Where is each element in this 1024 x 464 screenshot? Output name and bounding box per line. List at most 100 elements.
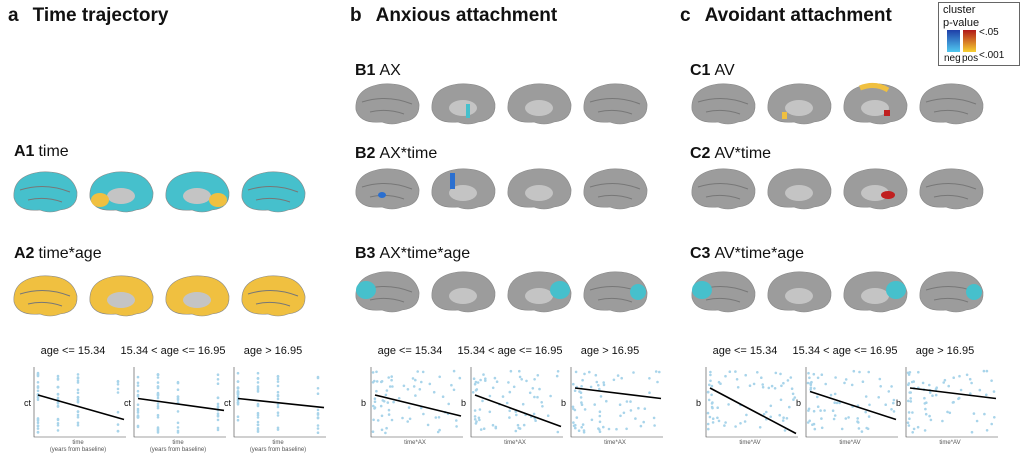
data-point xyxy=(868,403,871,407)
data-point xyxy=(455,419,458,422)
data-point xyxy=(426,423,430,427)
data-point xyxy=(392,400,395,404)
data-point xyxy=(473,418,477,421)
data-point xyxy=(857,427,861,430)
medial-brain-surface xyxy=(507,271,572,313)
brain-row xyxy=(10,168,308,216)
data-point xyxy=(236,387,240,390)
data-point xyxy=(708,383,711,387)
data-point xyxy=(375,389,378,393)
data-point xyxy=(912,427,916,431)
data-point xyxy=(438,428,441,432)
data-point xyxy=(734,370,737,373)
data-point xyxy=(216,382,220,385)
data-point xyxy=(387,413,391,416)
data-point xyxy=(36,398,40,401)
data-point xyxy=(156,428,160,432)
data-point xyxy=(375,380,379,383)
data-point xyxy=(379,404,383,408)
data-point xyxy=(491,423,495,427)
plot-title: age <= 15.34 xyxy=(40,345,106,357)
panel-letter: a xyxy=(8,5,19,26)
data-point xyxy=(572,421,575,424)
data-point xyxy=(76,399,80,403)
data-point xyxy=(791,392,795,396)
data-point xyxy=(216,373,220,376)
medial-brain-surface xyxy=(507,83,572,125)
data-point xyxy=(494,426,498,430)
data-point xyxy=(864,410,867,414)
data-point xyxy=(176,421,180,425)
data-point xyxy=(860,430,864,433)
data-point xyxy=(970,430,974,434)
data-point xyxy=(136,414,140,417)
data-point xyxy=(581,423,585,426)
data-point xyxy=(528,391,532,395)
data-point xyxy=(602,381,605,384)
data-point xyxy=(929,418,933,422)
lateral-brain-surface xyxy=(583,83,648,125)
data-point xyxy=(716,406,719,409)
row-label-A1: A1 time xyxy=(14,143,69,160)
row-label-C3: C3 AV*time*age xyxy=(690,245,804,262)
data-point xyxy=(792,398,795,401)
data-point xyxy=(769,404,773,408)
lateral-brain-surface xyxy=(355,271,420,313)
data-point xyxy=(975,419,979,423)
data-point xyxy=(371,430,375,433)
data-point xyxy=(56,417,60,421)
data-point xyxy=(711,406,714,410)
data-point xyxy=(648,377,651,380)
data-point xyxy=(907,373,911,376)
neg-colorbar xyxy=(947,30,960,52)
data-point xyxy=(605,399,608,403)
data-point xyxy=(598,420,602,424)
data-point xyxy=(985,393,988,397)
data-point xyxy=(844,378,848,381)
data-point xyxy=(541,405,544,408)
data-point xyxy=(136,403,140,406)
data-point xyxy=(588,370,591,374)
lateral-brain-surface xyxy=(583,168,648,210)
medial-brain-surface xyxy=(843,271,908,313)
data-point xyxy=(390,418,394,422)
data-point xyxy=(838,401,841,405)
data-point xyxy=(820,417,823,420)
data-point xyxy=(743,420,747,423)
data-point xyxy=(384,431,387,435)
plot-title: age > 16.95 xyxy=(580,345,640,357)
data-point xyxy=(983,412,986,416)
data-point xyxy=(812,409,816,413)
data-point xyxy=(156,385,160,389)
data-point xyxy=(36,421,40,425)
data-point xyxy=(580,385,583,388)
data-point xyxy=(256,413,260,417)
data-point xyxy=(780,384,783,388)
data-point xyxy=(847,416,850,419)
data-point xyxy=(36,389,40,393)
x-axis-label: time*AV xyxy=(739,440,761,446)
data-point xyxy=(724,421,727,424)
y-axis-label: b xyxy=(561,398,567,408)
data-point xyxy=(658,370,661,374)
data-point xyxy=(256,388,260,392)
data-point xyxy=(779,398,783,402)
panel-letter: b xyxy=(350,5,362,26)
data-point xyxy=(156,426,160,429)
data-point xyxy=(594,373,598,377)
data-point xyxy=(276,380,280,383)
axes xyxy=(905,367,998,438)
data-point xyxy=(534,419,537,422)
data-point xyxy=(580,401,583,404)
row-label-C2: C2 AV*time xyxy=(690,145,772,162)
axes xyxy=(570,367,663,438)
data-point xyxy=(508,416,511,419)
medial-brain-surface xyxy=(767,271,832,313)
data-point xyxy=(412,385,416,388)
panel-a-heading: a Time trajectory xyxy=(8,5,168,27)
data-point xyxy=(728,370,732,373)
legend-low: <.001 xyxy=(979,50,1005,61)
data-point xyxy=(923,429,927,432)
legend-title: cluster xyxy=(943,4,976,16)
axes xyxy=(133,367,226,438)
